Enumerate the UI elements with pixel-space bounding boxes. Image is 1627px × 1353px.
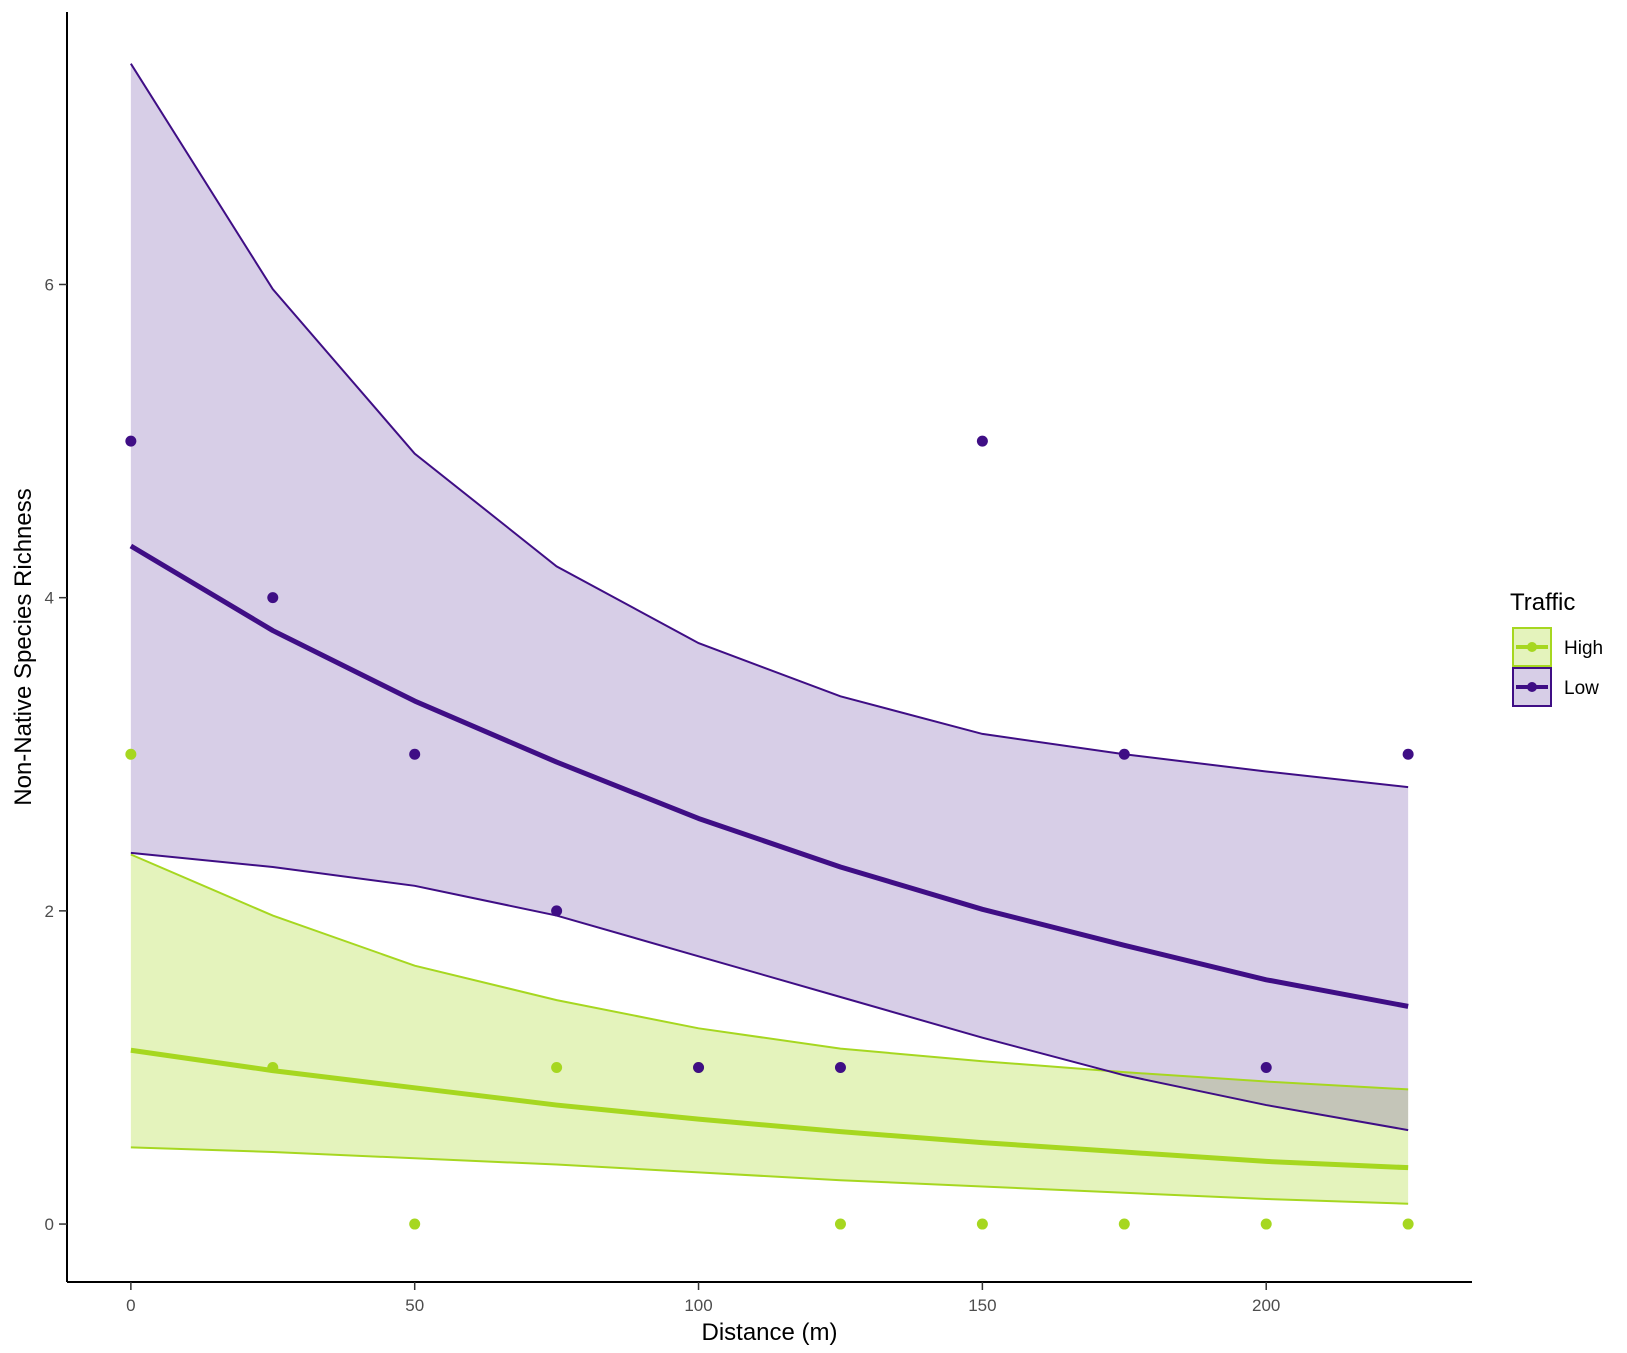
x-tick-label-200: 200 bbox=[1252, 1296, 1280, 1315]
point-low-3 bbox=[551, 905, 562, 916]
point-high-9 bbox=[1403, 1219, 1414, 1230]
x-tick-label-0: 0 bbox=[126, 1296, 135, 1315]
legend: Traffic High Low bbox=[1510, 589, 1603, 706]
y-tick-label-0: 0 bbox=[45, 1215, 54, 1234]
legend-title: Traffic bbox=[1510, 589, 1575, 616]
y-tick-label-6: 6 bbox=[45, 275, 54, 294]
legend-label-low: Low bbox=[1564, 678, 1599, 699]
point-low-7 bbox=[1119, 749, 1130, 760]
x-axis-title: Distance (m) bbox=[701, 1319, 837, 1346]
point-high-0 bbox=[125, 749, 136, 760]
point-low-6 bbox=[977, 436, 988, 447]
x-tick-label-150: 150 bbox=[968, 1296, 996, 1315]
y-tick-label-4: 4 bbox=[45, 589, 54, 608]
point-high-7 bbox=[1119, 1219, 1130, 1230]
point-high-2 bbox=[409, 1219, 420, 1230]
point-low-9 bbox=[1403, 749, 1414, 760]
point-low-0 bbox=[125, 436, 136, 447]
point-low-1 bbox=[267, 592, 278, 603]
point-low-5 bbox=[835, 1062, 846, 1073]
point-high-6 bbox=[977, 1219, 988, 1230]
x-tick-label-50: 50 bbox=[405, 1296, 424, 1315]
point-low-4 bbox=[693, 1062, 704, 1073]
point-low-2 bbox=[409, 749, 420, 760]
legend-dot-low bbox=[1527, 682, 1537, 692]
point-high-8 bbox=[1261, 1219, 1272, 1230]
y-tick-label-2: 2 bbox=[45, 902, 54, 921]
confidence-ribbons bbox=[131, 64, 1408, 1204]
point-low-8 bbox=[1261, 1062, 1272, 1073]
legend-dot-high bbox=[1527, 642, 1537, 652]
x-tick-label-100: 100 bbox=[684, 1296, 712, 1315]
y-axis-title: Non-Native Species Richness bbox=[10, 488, 37, 805]
legend-label-high: High bbox=[1564, 638, 1603, 659]
point-high-5 bbox=[835, 1219, 846, 1230]
point-high-3 bbox=[551, 1062, 562, 1073]
point-high-1 bbox=[267, 1062, 278, 1073]
